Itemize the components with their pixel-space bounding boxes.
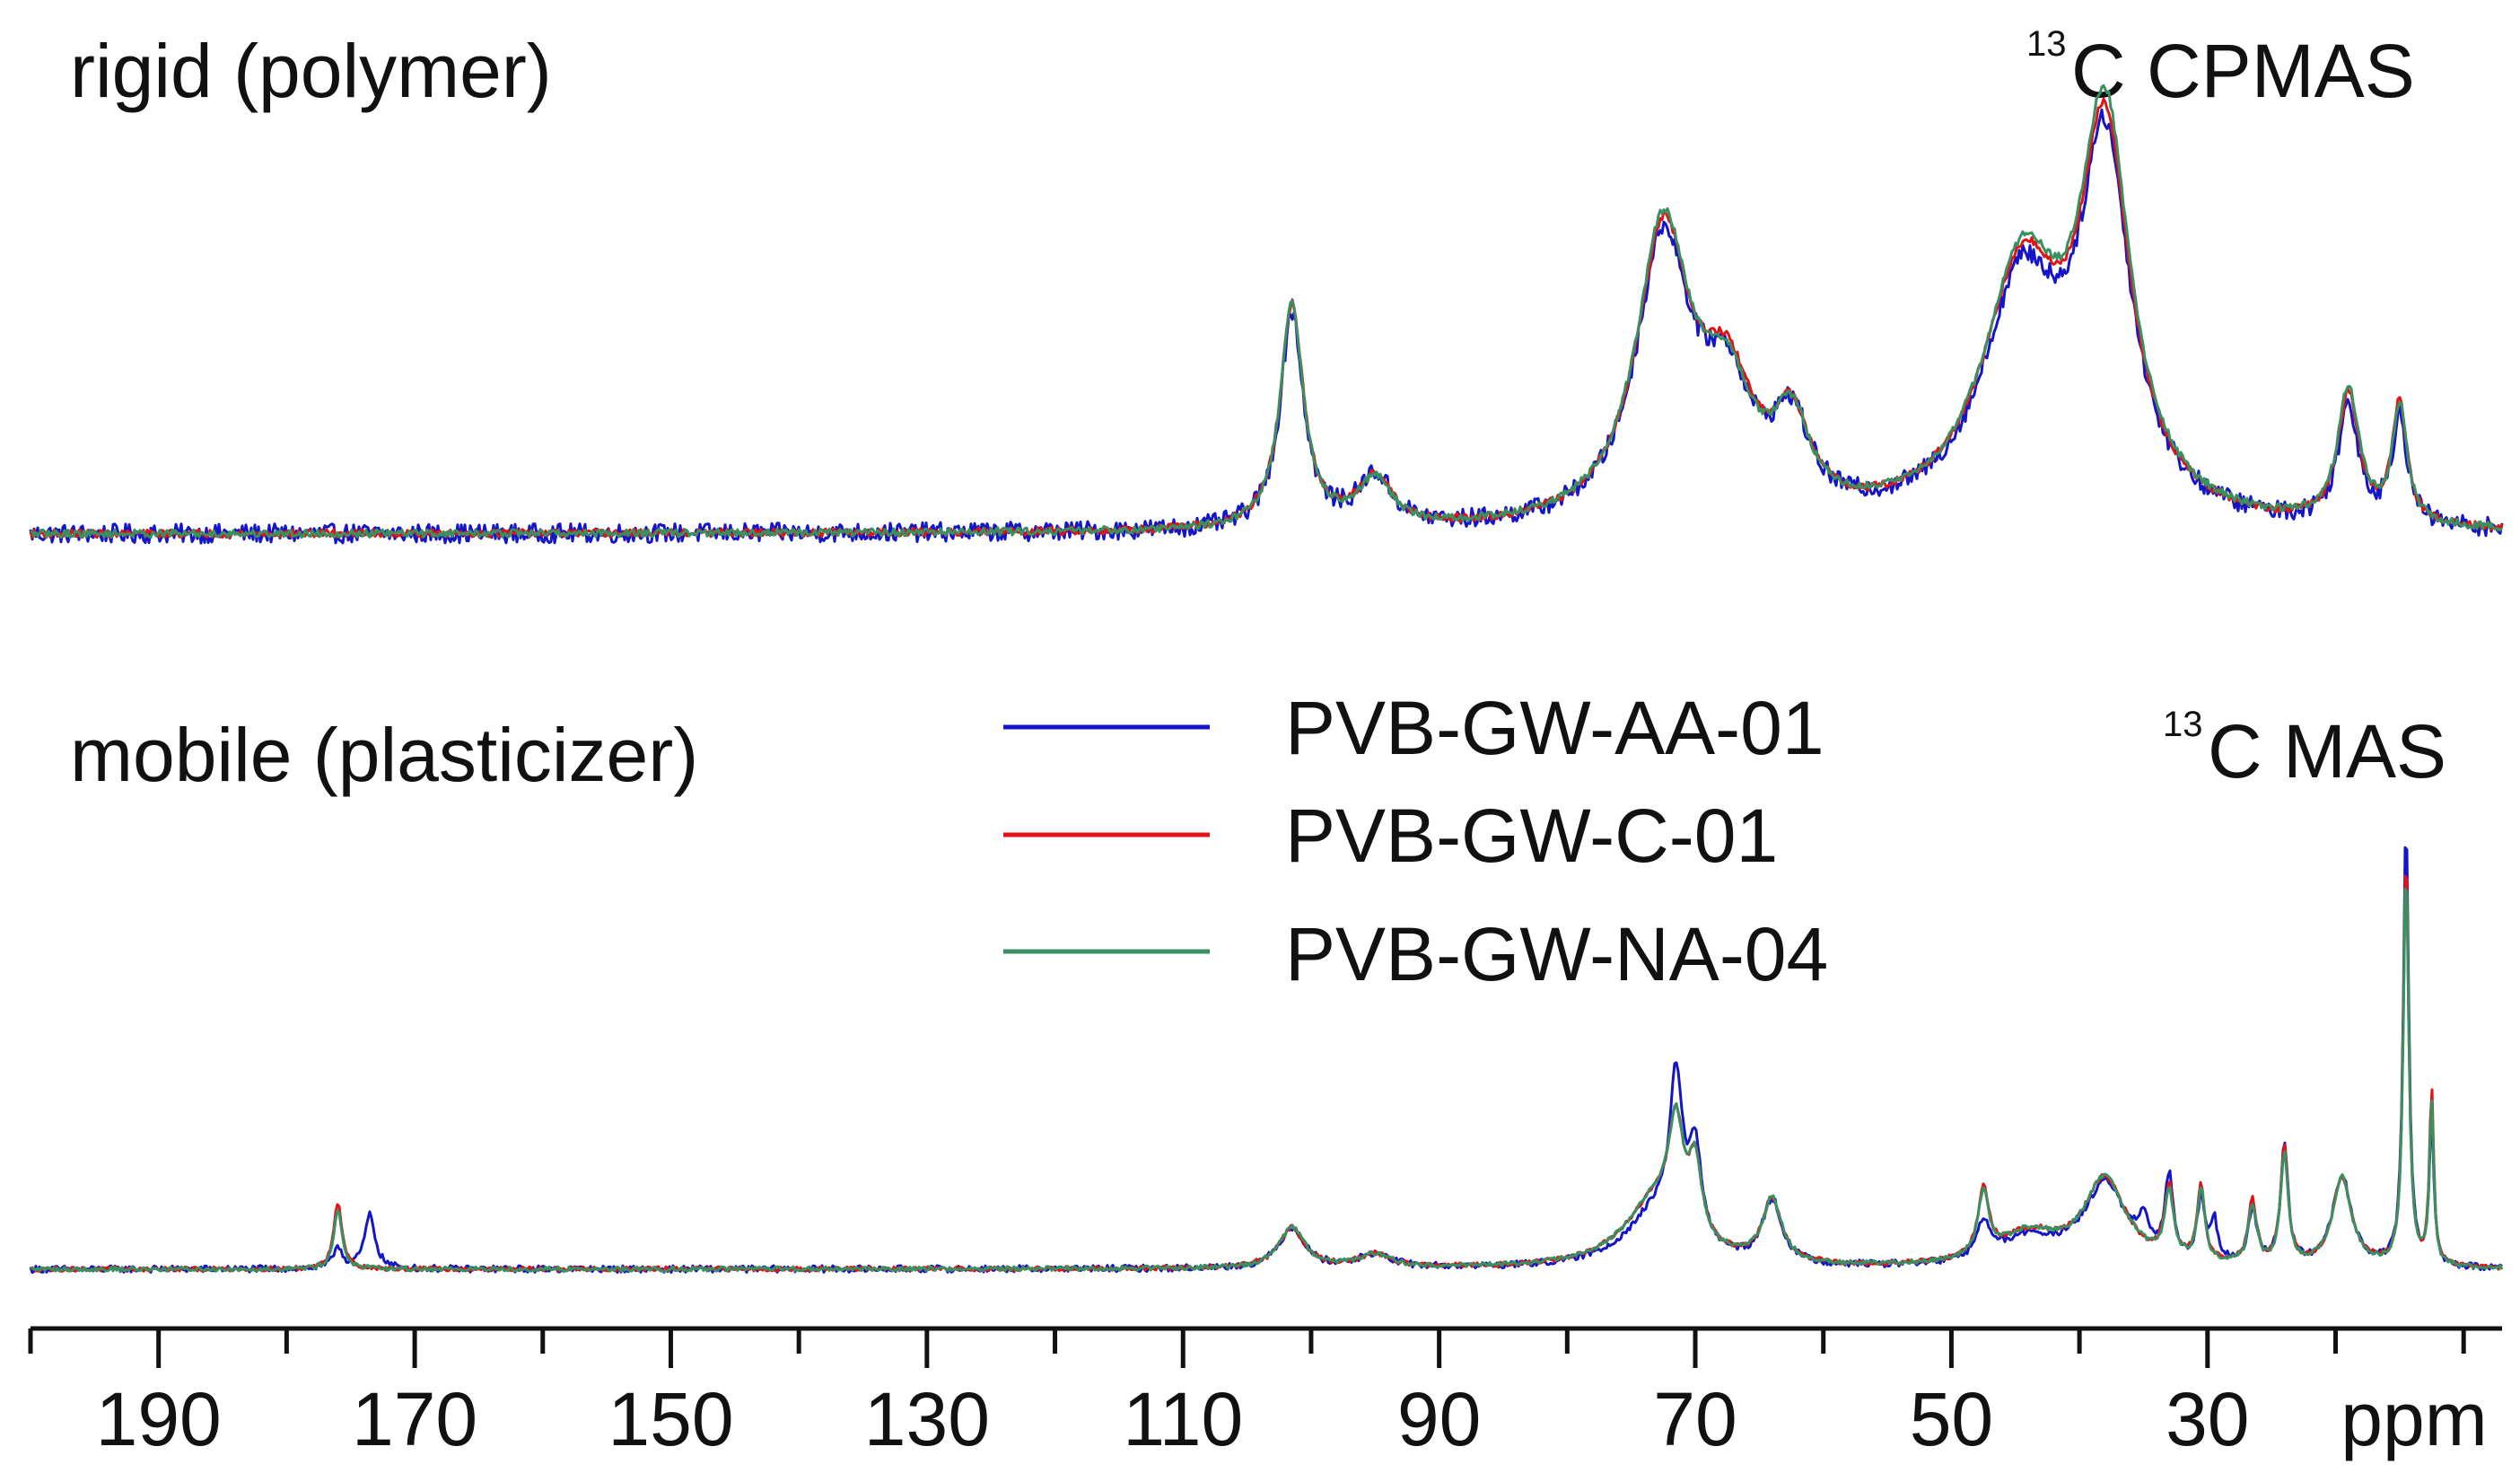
x-tick-label-190: 190: [96, 1377, 222, 1461]
rigid-panel-title: rigid (polymer): [70, 29, 552, 113]
x-tick-label-170: 170: [352, 1377, 477, 1461]
mobile-series-pvb-gw-na-04: [30, 887, 2504, 1273]
legend-label-na-04: PVB-GW-NA-04: [1285, 912, 1828, 996]
mobile-series-group: [29, 846, 2504, 1275]
x-tick-label-90: 90: [1397, 1377, 1481, 1461]
x-tick-label-150: 150: [608, 1377, 733, 1461]
mobile-experiment-superscript: 13: [2163, 705, 2203, 744]
x-tick-label-50: 50: [1910, 1377, 1993, 1461]
x-tick-label-110: 110: [1123, 1377, 1243, 1461]
legend-label-c-01: PVB-GW-C-01: [1285, 793, 1778, 878]
mobile-series-pvb-gw-c-01: [30, 874, 2503, 1273]
rigid-experiment-text: C CPMAS: [2071, 29, 2415, 113]
x-axis-unit-label: ppm: [2341, 1377, 2487, 1461]
legend: PVB-GW-AA-01 PVB-GW-C-01 PVB-GW-NA-04: [1003, 686, 1828, 996]
rigid-series-group: [29, 83, 2504, 545]
x-tick-label-70: 70: [1653, 1377, 1737, 1461]
mobile-series-pvb-gw-aa-01: [29, 846, 2503, 1275]
mobile-experiment-label: 13 C MAS: [2163, 705, 2446, 793]
x-tick-label-30: 30: [2166, 1377, 2249, 1461]
rigid-experiment-superscript: 13: [2026, 24, 2067, 64]
rigid-experiment-label: 13 C CPMAS: [2026, 24, 2415, 113]
mobile-panel-title: mobile (plasticizer): [70, 713, 698, 797]
legend-label-aa-01: PVB-GW-AA-01: [1285, 686, 1824, 770]
x-tick-label-130: 130: [864, 1377, 990, 1461]
rigid-series-pvb-gw-na-04: [30, 83, 2503, 539]
mobile-experiment-text: C MAS: [2208, 709, 2446, 793]
x-axis: 190 170 150 130 110 90 70 50 30: [28, 1326, 2502, 1461]
